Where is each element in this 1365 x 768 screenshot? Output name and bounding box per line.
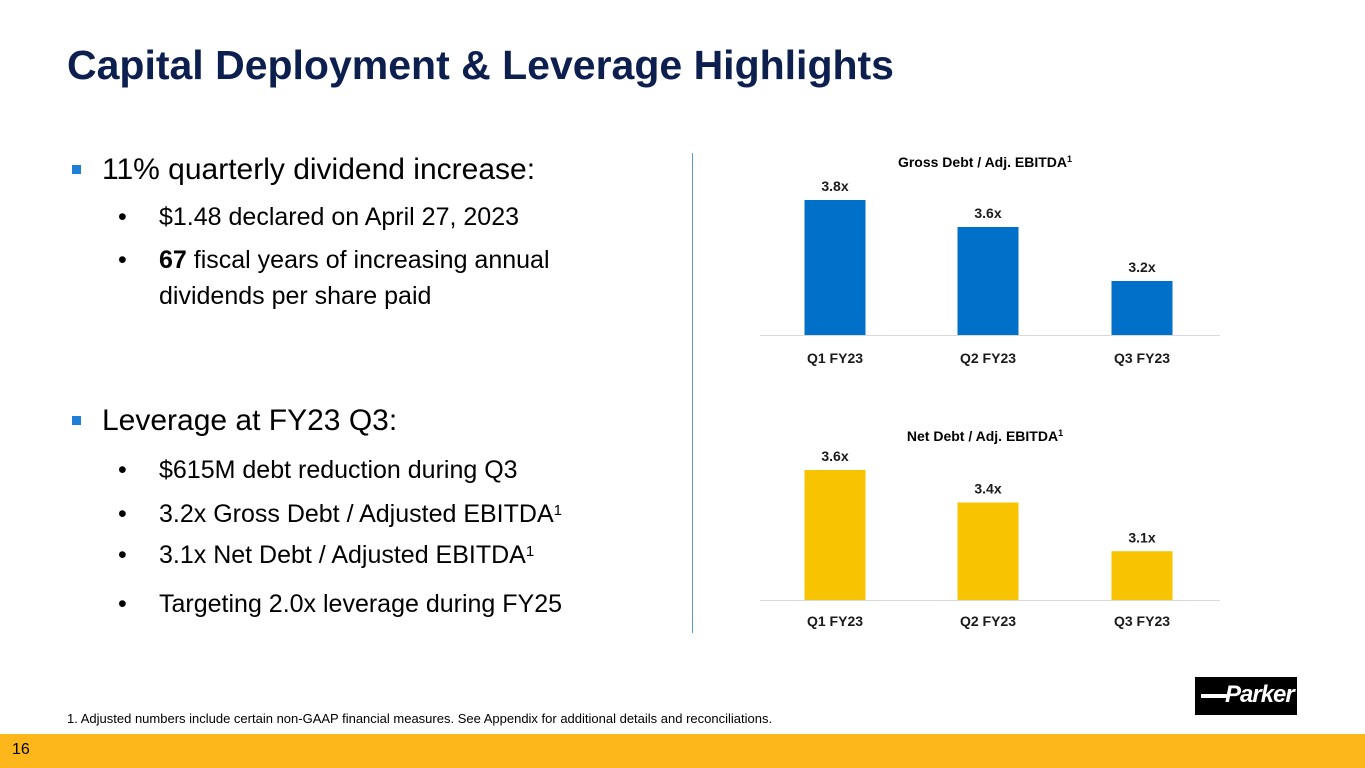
bar-q1-fy23 xyxy=(804,470,866,600)
footnote: 1. Adjusted numbers include certain non-… xyxy=(67,711,773,726)
sub-bullet-text: $615M debt reduction during Q3 xyxy=(159,456,518,484)
data-label: 3.6x xyxy=(974,205,1001,221)
footnote-ref: 1 xyxy=(553,502,562,519)
data-label: 3.8x xyxy=(821,178,848,194)
chart-title: Gross Debt / Adj. EBITDA1 xyxy=(898,154,1072,170)
sub-bullet-text: 3.2x Gross Debt / Adjusted EBITDA xyxy=(159,500,554,528)
page-number: 16 xyxy=(12,741,30,758)
category-label: Q1 FY23 xyxy=(807,613,863,629)
data-label: 3.4x xyxy=(974,481,1001,497)
footer-bar: 16 xyxy=(0,734,1365,768)
sub-bullet-text: 3.1x Net Debt / Adjusted EBITDA xyxy=(159,541,526,569)
bullet-dot-icon: • xyxy=(118,541,127,569)
bullet-text: Leverage at FY23 Q3: xyxy=(102,404,398,437)
footnote-ref: 1 xyxy=(525,543,535,560)
chart-title: Net Debt / Adj. EBITDA1 xyxy=(907,428,1063,444)
bullet-dot-icon: • xyxy=(118,246,127,274)
sub-bullet-text-wrap: 67 fiscal years of increasing annual xyxy=(159,242,550,278)
bullet-dot-icon: • xyxy=(118,590,127,618)
net-debt-chart-svg: Net Debt / Adj. EBITDA1 3.6x Q1 FY23 3.4x Q… xyxy=(760,428,1220,629)
bar-q3-fy23 xyxy=(1111,551,1173,600)
parker-logo: Parker xyxy=(1195,677,1297,715)
gross-debt-chart-svg: Gross Debt / Adj. EBITDA1 3.8x Q1 FY23 3.6… xyxy=(760,154,1220,366)
square-bullet-icon xyxy=(72,416,81,425)
logo-stripe xyxy=(1201,694,1227,698)
bullet-dot-icon: • xyxy=(118,500,127,528)
bar-q1-fy23 xyxy=(804,200,866,335)
bullet-dot-icon: • xyxy=(118,456,127,484)
category-label: Q3 FY23 xyxy=(1114,350,1170,366)
bar-q2-fy23 xyxy=(957,502,1019,600)
bar-q3-fy23 xyxy=(1111,281,1173,335)
category-label: Q1 FY23 xyxy=(807,350,863,366)
sub-bullet-text-wrap: 3.2x Gross Debt / Adjusted EBITDA1 xyxy=(159,496,562,532)
category-label: Q2 FY23 xyxy=(960,613,1016,629)
data-label: 3.6x xyxy=(821,448,848,464)
data-label: 3.2x xyxy=(1128,259,1155,275)
bullet-dot-icon: • xyxy=(118,203,127,231)
logo-text: Parker xyxy=(1225,681,1295,708)
sub-bullet-text: Targeting 2.0x leverage during FY25 xyxy=(159,590,563,618)
sub-bullet-text: fiscal years of increasing annual xyxy=(186,246,550,274)
sub-bullet-text-wrap: 3.1x Net Debt / Adjusted EBITDA1 xyxy=(159,537,534,573)
category-label: Q2 FY23 xyxy=(960,350,1016,366)
vertical-divider xyxy=(692,153,693,633)
sub-bullet-text: dividends per share paid xyxy=(159,282,432,310)
slide-title: Capital Deployment & Leverage Highlights xyxy=(67,42,894,88)
square-bullet-icon xyxy=(72,165,81,174)
category-label: Q3 FY23 xyxy=(1114,613,1170,629)
net-debt-chart: Net Debt / Adj. EBITDA1 3.6x Q1 FY23 3.4x Q… xyxy=(760,415,1220,645)
gross-debt-chart: Gross Debt / Adj. EBITDA1 3.8x Q1 FY23 3.6… xyxy=(760,145,1220,380)
bold-number: 67 xyxy=(159,246,187,274)
bar-q2-fy23 xyxy=(957,227,1019,335)
bullet-text: 11% quarterly dividend increase: xyxy=(102,153,536,186)
data-label: 3.1x xyxy=(1128,529,1155,545)
sub-bullet-text: $1.48 declared on April 27, 2023 xyxy=(159,203,519,231)
